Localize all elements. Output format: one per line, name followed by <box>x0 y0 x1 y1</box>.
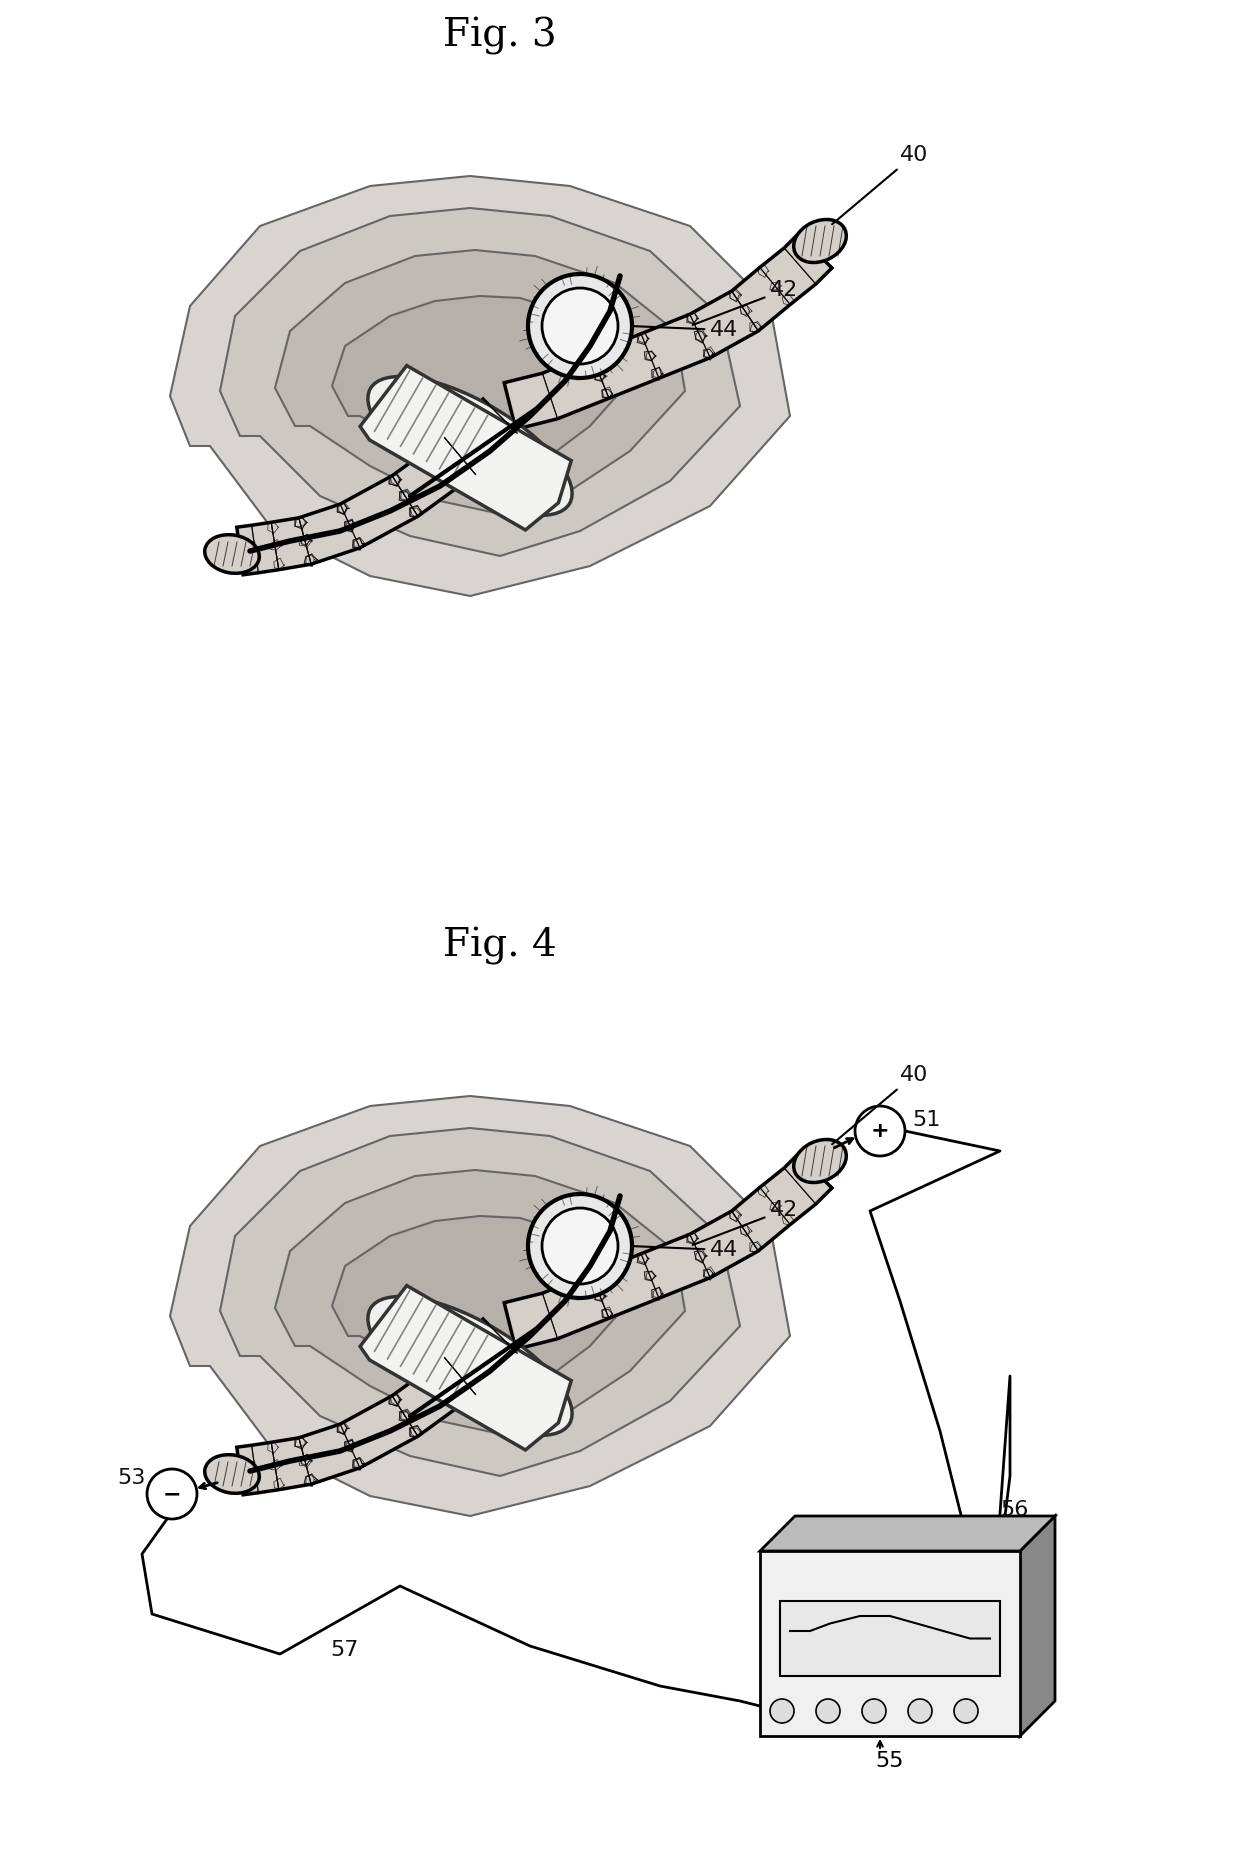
Polygon shape <box>760 1516 1055 1551</box>
Circle shape <box>862 1700 887 1722</box>
Text: −: − <box>162 1484 181 1505</box>
Ellipse shape <box>794 1139 847 1182</box>
Polygon shape <box>332 1216 630 1396</box>
Circle shape <box>816 1700 839 1722</box>
Text: Fig. 3: Fig. 3 <box>443 17 557 54</box>
Circle shape <box>856 1107 905 1156</box>
Bar <box>760 1551 1021 1735</box>
Text: 56: 56 <box>999 1501 1028 1520</box>
Circle shape <box>528 274 632 377</box>
Text: 44: 44 <box>632 321 738 340</box>
Circle shape <box>954 1700 978 1722</box>
Text: 42: 42 <box>693 280 799 325</box>
Polygon shape <box>332 296 630 477</box>
Polygon shape <box>219 208 740 555</box>
Circle shape <box>908 1700 932 1722</box>
Circle shape <box>528 1193 632 1298</box>
Circle shape <box>148 1469 197 1520</box>
Text: 57: 57 <box>330 1640 358 1660</box>
Polygon shape <box>170 176 790 597</box>
Ellipse shape <box>368 1296 572 1435</box>
Polygon shape <box>237 400 517 574</box>
Text: 53: 53 <box>117 1469 145 1488</box>
Text: Fig. 4: Fig. 4 <box>443 927 557 964</box>
Circle shape <box>770 1700 794 1722</box>
Ellipse shape <box>794 219 847 263</box>
Circle shape <box>542 1208 618 1283</box>
Polygon shape <box>360 1285 572 1450</box>
Text: 51: 51 <box>911 1111 940 1129</box>
Polygon shape <box>505 234 832 430</box>
Circle shape <box>542 289 618 364</box>
Polygon shape <box>275 1171 684 1435</box>
Text: 42: 42 <box>693 1201 799 1246</box>
Text: 40: 40 <box>832 1066 929 1144</box>
Polygon shape <box>505 1154 832 1349</box>
Text: 55: 55 <box>875 1750 904 1771</box>
Polygon shape <box>275 250 684 516</box>
Text: 40: 40 <box>832 144 929 225</box>
Polygon shape <box>1021 1516 1055 1735</box>
Polygon shape <box>237 1319 517 1495</box>
Text: 44: 44 <box>632 1240 738 1261</box>
Ellipse shape <box>205 1454 259 1493</box>
Polygon shape <box>170 1096 790 1516</box>
Ellipse shape <box>368 377 572 516</box>
Polygon shape <box>360 366 572 531</box>
Bar <box>780 1600 999 1675</box>
Text: +: + <box>870 1122 889 1141</box>
Polygon shape <box>219 1127 740 1476</box>
Ellipse shape <box>205 535 259 574</box>
